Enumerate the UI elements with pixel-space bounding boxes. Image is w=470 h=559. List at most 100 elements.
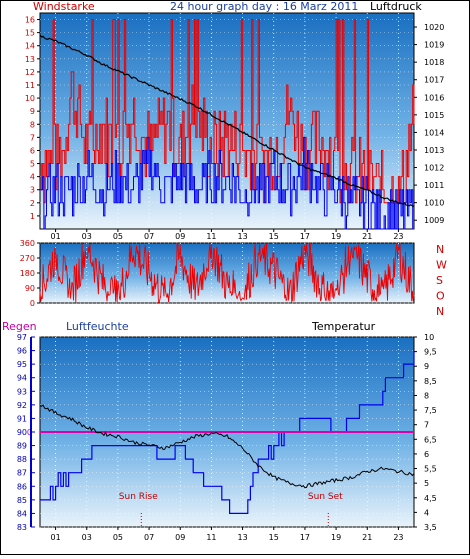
chart1-right-tick-label: 1009 <box>424 216 444 225</box>
chart1-left-tick-label: 6 <box>30 146 35 155</box>
chart1-left-tick-label: 13 <box>25 55 35 64</box>
chart3-right-tick-label: 5,5 <box>424 465 437 474</box>
chart3-right-tick-label: 10 <box>424 333 434 342</box>
sun-set-label: Sun Set <box>308 492 343 502</box>
chart2-direction-label: W <box>436 259 447 272</box>
chart1-right-tick-label: 1016 <box>424 93 444 102</box>
chart3-x-tick-label: 09 <box>175 533 185 542</box>
temperature-series <box>39 404 415 489</box>
chart3-x-tick-label: 05 <box>113 533 123 542</box>
chart1-left-tick-label: 15 <box>25 29 35 38</box>
chart1-right-tick-label: 1018 <box>424 58 444 67</box>
chart1-right-tick-label: 1014 <box>424 128 444 137</box>
chart2-direction-label: S <box>436 274 443 287</box>
chart1-x-tick-label: 15 <box>269 232 279 241</box>
chart1-right-tick-label: 1019 <box>424 41 444 50</box>
chart1-right-tick-label: 1013 <box>424 146 444 155</box>
chart1-left-tick-label: 16 <box>25 16 35 25</box>
chart3-right-tick-label: 9,5 <box>424 348 437 357</box>
chart3-right-tick-label: 7,5 <box>424 406 437 415</box>
chart1-right-tick-label: 1010 <box>424 199 444 208</box>
chart3-right-tick-label: 8,5 <box>424 377 437 386</box>
chart3-right-tick-label: 9 <box>424 362 429 371</box>
chart3-left-tick-label: 83 <box>17 523 27 532</box>
chart1-left-tick-label: 11 <box>25 81 35 90</box>
chart3-left-tick-label: 85 <box>17 496 27 505</box>
chart3-temperature-label: Temperatur <box>311 320 376 333</box>
pressure-series <box>39 34 415 207</box>
chart3-left-tick-label: 94 <box>17 374 27 383</box>
chart1-left-tick-label: 1 <box>30 212 35 221</box>
chart1-x-tick-label: 13 <box>237 232 247 241</box>
chart3-x-tick-label: 23 <box>393 533 403 542</box>
chart1-x-tick-label: 19 <box>331 232 341 241</box>
chart1-x-tick-label: 05 <box>113 232 123 241</box>
chart3-x-tick-label: 21 <box>362 533 372 542</box>
chart2-left-tick-label: 270 <box>20 254 35 263</box>
chart2-direction-label: N <box>436 243 444 256</box>
chart3-left-tick-label: 96 <box>17 347 27 356</box>
chart3-left-tick-label: 97 <box>17 333 27 342</box>
chart1-right-tick-label: 1012 <box>424 164 444 173</box>
chart3-x-tick-label: 07 <box>144 533 154 542</box>
chart3-x-tick-label: 13 <box>237 533 247 542</box>
chart3-regen-label: Regen <box>2 320 37 333</box>
chart1-left-label: Windstarke <box>33 0 95 13</box>
humidity-series <box>40 350 415 514</box>
chart3-left-tick-label: 91 <box>17 414 27 423</box>
chart3-right-tick-label: 5 <box>424 479 429 488</box>
chart1-x-tick-label: 01 <box>50 232 60 241</box>
chart3-left-tick-label: 92 <box>17 401 27 410</box>
chart2-left-tick-label: 90 <box>25 284 35 293</box>
chart1-left-tick-label: 9 <box>30 107 35 116</box>
chart3-left-tick-label: 95 <box>17 360 27 369</box>
chart3-right-tick-label: 3,5 <box>424 523 437 532</box>
chart3-right-tick-label: 7 <box>424 421 429 430</box>
chart1-left-tick-label: 8 <box>30 120 35 129</box>
chart2-left-tick-label: 180 <box>20 269 35 278</box>
chart3-x-tick-label: 15 <box>269 533 279 542</box>
chart3-right-tick-label: 6,5 <box>424 435 437 444</box>
wind-pressure-chart: 1234567891011121314151610091010101110121… <box>25 12 444 241</box>
chart1-left-tick-label: 5 <box>30 160 35 169</box>
chart1-left-tick-label: 12 <box>25 68 35 77</box>
chart2-direction-label: O <box>436 290 445 303</box>
chart3-left-tick-label: 86 <box>17 482 27 491</box>
chart3-left-tick-label: 87 <box>17 469 27 478</box>
chart1-x-tick-label: 21 <box>362 232 372 241</box>
wind-gust-series <box>40 136 414 230</box>
chart3-right-tick-label: 6 <box>424 450 429 459</box>
chart1-right-tick-label: 1020 <box>424 23 444 32</box>
chart2-left-tick-label: 360 <box>20 239 35 248</box>
chart1-left-tick-label: 10 <box>25 94 35 103</box>
chart3-x-tick-label: 11 <box>206 533 216 542</box>
chart2-left-tick-label: 0 <box>30 299 35 308</box>
chart1-x-tick-label: 07 <box>144 232 154 241</box>
chart3-x-tick-label: 01 <box>50 533 60 542</box>
chart3-x-tick-label: 17 <box>300 533 310 542</box>
sun-rise-label: Sun Rise <box>119 492 158 502</box>
rain-value-label: 0 <box>27 428 32 437</box>
chart3-left-tick-label: 90 <box>17 428 27 437</box>
chart3-humidity-label: Luftfeuchte <box>66 320 129 333</box>
chart1-x-tick-label: 03 <box>82 232 92 241</box>
chart1-x-tick-label: 11 <box>206 232 216 241</box>
chart3-left-tick-label: 84 <box>17 509 27 518</box>
chart3-left-tick-label: 88 <box>17 455 27 464</box>
chart1-right-tick-label: 1011 <box>424 181 444 190</box>
chart1-x-tick-label: 09 <box>175 232 185 241</box>
chart1-right-tick-label: 1017 <box>424 76 444 85</box>
chart1-left-tick-label: 14 <box>25 42 35 51</box>
chart3-right-tick-label: 4 <box>424 508 429 517</box>
chart1-left-tick-label: 4 <box>30 173 35 182</box>
wind-direction-series <box>39 242 415 304</box>
chart1-right-tick-label: 1015 <box>424 111 444 120</box>
chart1-left-tick-label: 7 <box>30 133 35 142</box>
chart1-x-tick-label: 17 <box>300 232 310 241</box>
chart3-left-tick-label: 89 <box>17 442 27 451</box>
chart1-title: 24 hour graph day : 16 Marz 2011 <box>170 0 358 13</box>
